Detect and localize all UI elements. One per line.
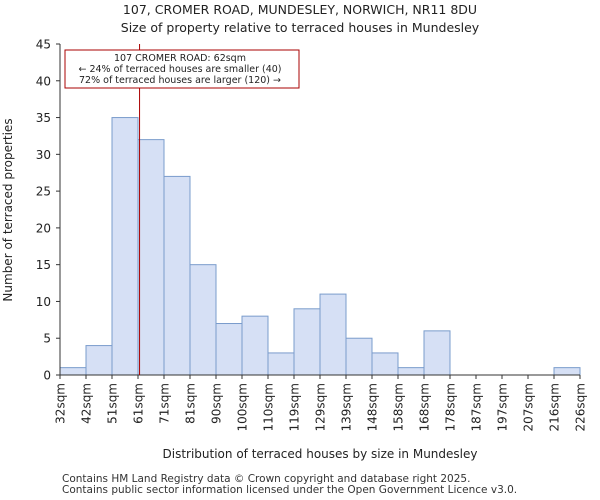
bar-42sqm — [85, 345, 113, 376]
x-tick-label: 90sqm — [210, 383, 224, 424]
x-tick-label: 197sqm — [496, 383, 510, 431]
x-tick-label: 207sqm — [522, 383, 536, 431]
annotation-line-3: 72% of terraced houses are larger (120) … — [79, 75, 281, 86]
x-tick-label: 226sqm — [574, 383, 588, 431]
x-tick-label: 148sqm — [366, 383, 380, 431]
y-axis-label: Number of terraced properties — [1, 118, 15, 301]
y-tick-label: 45 — [36, 38, 51, 52]
x-tick-label: 129sqm — [314, 383, 328, 431]
bar-119sqm — [293, 308, 321, 376]
bar-71sqm — [163, 175, 191, 376]
annotation-box: 107 CROMER ROAD: 62sqm ← 24% of terraced… — [64, 49, 300, 89]
annotation-border — [64, 49, 300, 89]
bar-110sqm — [267, 352, 295, 376]
y-tick-label: 35 — [36, 111, 51, 125]
bar-168sqm — [423, 330, 451, 376]
bar-100sqm — [241, 315, 269, 376]
bar-61sqm — [137, 139, 165, 376]
bar-139sqm — [345, 337, 373, 376]
footer-line-1: Contains HM Land Registry data © Crown c… — [62, 473, 471, 485]
x-tick-label: 61sqm — [132, 383, 146, 424]
bar-148sqm — [371, 352, 399, 376]
bar-32sqm — [59, 367, 87, 376]
x-tick-label: 139sqm — [340, 383, 354, 431]
bar-90sqm — [215, 323, 243, 376]
x-tick-label: 158sqm — [392, 383, 406, 431]
annotation-line-2: ← 24% of terraced houses are smaller (40… — [78, 64, 281, 75]
bar-216sqm — [553, 367, 581, 376]
x-tick-label: 71sqm — [158, 383, 172, 424]
x-tick-label: 168sqm — [418, 383, 432, 431]
bars-group — [59, 117, 581, 376]
x-tick-label: 216sqm — [548, 383, 562, 431]
y-tick-label: 10 — [36, 295, 51, 309]
y-tick-label: 25 — [36, 185, 51, 199]
x-tick-label: 100sqm — [236, 383, 250, 431]
bar-51sqm — [111, 117, 139, 376]
bar-81sqm — [189, 264, 217, 376]
x-tick-label: 51sqm — [106, 383, 120, 424]
y-tick-label: 5 — [43, 332, 51, 346]
bar-158sqm — [397, 367, 425, 376]
x-tick-label: 32sqm — [54, 383, 68, 424]
y-tick-label: 0 — [43, 369, 51, 383]
x-axis-label: Distribution of terraced houses by size … — [163, 447, 478, 461]
y-tick-label: 30 — [36, 148, 51, 162]
x-tick-label: 187sqm — [470, 383, 484, 431]
footer-line-2: Contains public sector information licen… — [62, 484, 518, 496]
bar-129sqm — [319, 293, 347, 376]
x-tick-label: 178sqm — [444, 383, 458, 431]
x-tick-label: 42sqm — [80, 383, 94, 424]
y-tick-label: 20 — [36, 221, 51, 235]
x-tick-label: 81sqm — [184, 383, 198, 424]
annotation-line-1: 107 CROMER ROAD: 62sqm — [114, 53, 246, 64]
y-tick-label: 40 — [36, 74, 51, 88]
x-tick-label: 119sqm — [288, 383, 302, 431]
chart-title-line-2: Size of property relative to terraced ho… — [121, 20, 480, 35]
axes-group: 0 5 10 15 20 25 30 35 40 45 32sqm 42sqm 51sqm 61sqm 71… — [36, 38, 588, 432]
chart-title-line-1: 107, CROMER ROAD, MUNDESLEY, NORWICH, NR… — [123, 2, 477, 17]
x-tick-label: 110sqm — [262, 383, 276, 431]
y-tick-label: 15 — [36, 258, 51, 272]
